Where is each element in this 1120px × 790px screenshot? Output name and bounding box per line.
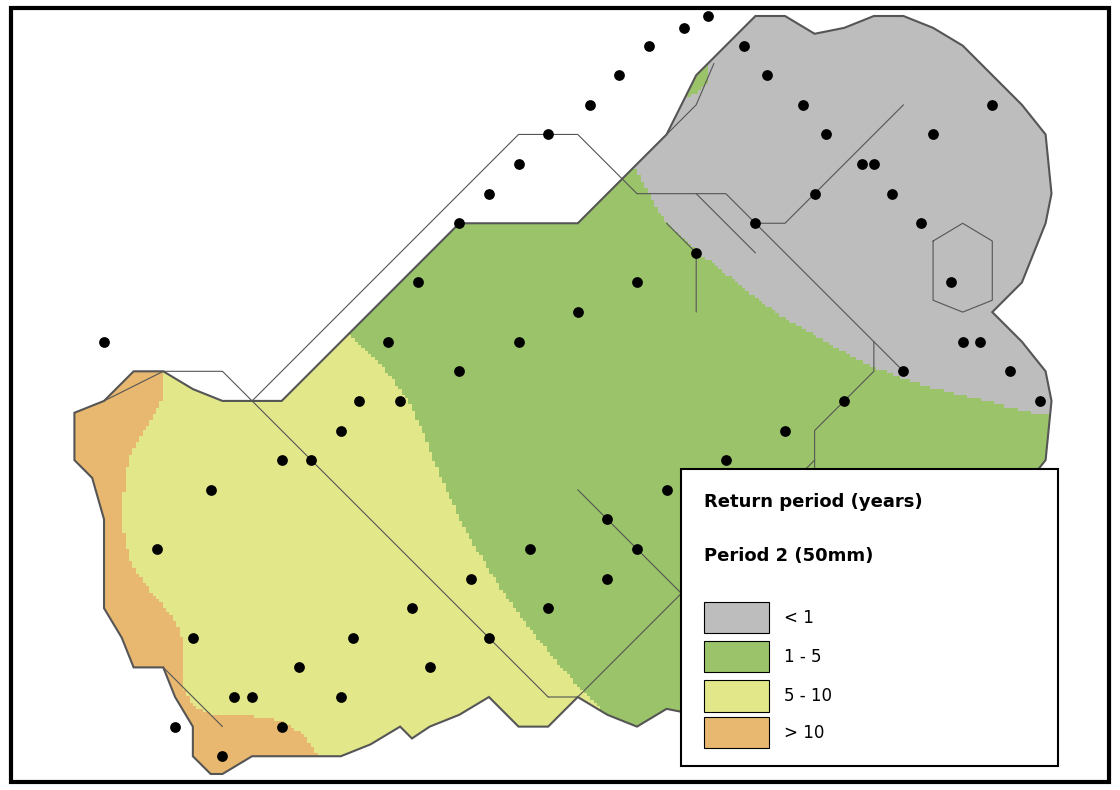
Point: [853, 158, 871, 171]
Text: > 10: > 10: [784, 724, 824, 742]
Point: [746, 217, 764, 230]
Point: [148, 543, 166, 555]
Point: [214, 750, 232, 762]
Text: < 1: < 1: [784, 609, 814, 626]
Point: [895, 365, 913, 378]
Point: [480, 631, 498, 644]
Point: [598, 572, 616, 585]
Point: [805, 187, 823, 200]
Bar: [704, 641, 769, 672]
Point: [954, 336, 972, 348]
Point: [202, 483, 220, 496]
Text: Return period (years): Return period (years): [704, 493, 923, 510]
Point: [522, 543, 540, 555]
Point: [480, 187, 498, 200]
Point: [421, 661, 439, 674]
Text: 1 - 5: 1 - 5: [784, 648, 822, 666]
Point: [450, 217, 468, 230]
Point: [717, 453, 735, 466]
Bar: [704, 680, 769, 712]
Bar: [704, 717, 769, 748]
Point: [942, 276, 960, 289]
Point: [657, 483, 675, 496]
Point: [569, 306, 587, 318]
Point: [836, 394, 853, 407]
Point: [391, 394, 409, 407]
Point: [598, 513, 616, 525]
Point: [865, 158, 883, 171]
Point: [349, 394, 367, 407]
Point: [794, 99, 812, 111]
Bar: [704, 602, 769, 634]
Point: [95, 336, 113, 348]
Point: [380, 336, 398, 348]
Point: [225, 690, 243, 703]
Point: [699, 9, 717, 22]
Point: [539, 602, 557, 615]
Point: [610, 69, 628, 81]
Point: [971, 336, 989, 348]
Text: 5 - 10: 5 - 10: [784, 687, 832, 705]
Point: [1030, 394, 1048, 407]
Point: [302, 453, 320, 466]
Point: [883, 187, 900, 200]
Point: [409, 276, 427, 289]
Point: [344, 631, 362, 644]
Point: [332, 424, 349, 437]
Point: [688, 246, 706, 259]
Point: [913, 217, 931, 230]
Point: [1001, 365, 1019, 378]
Point: [675, 21, 693, 34]
Point: [463, 572, 480, 585]
Point: [539, 128, 557, 141]
Point: [776, 424, 794, 437]
FancyBboxPatch shape: [681, 469, 1058, 766]
Point: [735, 40, 753, 52]
Point: [628, 543, 646, 555]
Point: [640, 40, 657, 52]
Point: [580, 99, 598, 111]
Point: [628, 276, 646, 289]
Point: [166, 720, 184, 733]
Point: [450, 365, 468, 378]
Point: [818, 128, 836, 141]
Point: [243, 690, 261, 703]
Point: [510, 336, 528, 348]
Point: [758, 69, 776, 81]
Point: [510, 158, 528, 171]
Point: [184, 631, 202, 644]
Point: [924, 128, 942, 141]
Point: [290, 661, 308, 674]
Point: [332, 690, 349, 703]
Point: [403, 602, 421, 615]
Point: [272, 720, 290, 733]
Text: Period 2 (50mm): Period 2 (50mm): [704, 547, 874, 566]
Point: [272, 453, 290, 466]
Point: [983, 99, 1001, 111]
